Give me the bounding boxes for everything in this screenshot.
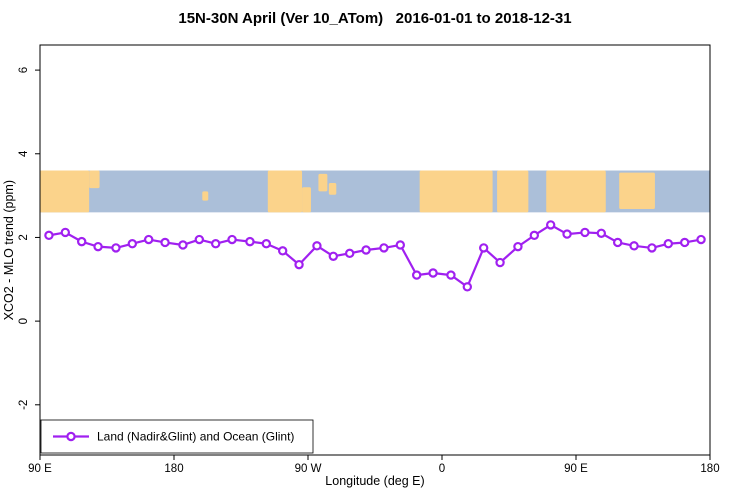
map-band-land bbox=[546, 170, 606, 213]
data-point-marker bbox=[111, 243, 121, 253]
data-point-marker bbox=[462, 282, 473, 292]
x-tick-label: 0 bbox=[439, 463, 445, 475]
x-axis-label: Longitude (deg E) bbox=[325, 474, 425, 488]
map-band-land bbox=[619, 172, 655, 209]
map-band-land bbox=[318, 173, 328, 192]
data-point-marker bbox=[294, 259, 304, 270]
data-point-marker bbox=[328, 251, 339, 261]
x-tick-label: 90 E bbox=[28, 463, 52, 475]
data-point-marker bbox=[93, 241, 103, 252]
data-point-marker bbox=[513, 241, 523, 252]
data-point-marker bbox=[44, 230, 54, 241]
data-point-marker bbox=[696, 234, 706, 245]
data-point-marker bbox=[178, 240, 188, 250]
map-band-land bbox=[302, 187, 311, 213]
data-point-marker bbox=[529, 230, 540, 241]
data-point-marker bbox=[629, 241, 639, 251]
map-band-land bbox=[497, 170, 529, 213]
y-tick-label: 2 bbox=[18, 234, 30, 240]
map-band-land bbox=[89, 170, 100, 189]
data-point-marker bbox=[411, 270, 422, 280]
data-point-marker bbox=[312, 241, 322, 251]
data-point-marker bbox=[428, 268, 438, 278]
plot-frame bbox=[39, 44, 711, 456]
data-point-marker bbox=[580, 227, 590, 238]
y-tick-label: -2 bbox=[18, 400, 30, 410]
data-point-marker bbox=[60, 227, 71, 238]
data-point-marker bbox=[647, 243, 657, 253]
legend-label: Land (Nadir&Glint) and Ocean (Glint) bbox=[97, 430, 294, 444]
data-point-marker bbox=[663, 239, 674, 249]
data-point-marker bbox=[495, 257, 505, 268]
data-point-marker bbox=[194, 234, 205, 245]
trend-line bbox=[47, 223, 703, 288]
map-band-land bbox=[328, 183, 337, 195]
data-point-marker bbox=[127, 239, 138, 249]
data-point-marker bbox=[277, 246, 288, 256]
data-point-marker bbox=[395, 240, 406, 250]
x-tick-label: 90 W bbox=[295, 463, 322, 475]
legend-marker bbox=[66, 431, 76, 442]
data-point-marker bbox=[596, 228, 607, 238]
data-point-marker bbox=[261, 239, 272, 249]
data-point-marker bbox=[344, 248, 355, 259]
x-tick-label: 180 bbox=[700, 463, 719, 475]
map-band-land bbox=[202, 191, 209, 201]
data-point-marker bbox=[210, 239, 221, 249]
data-point-marker bbox=[545, 220, 556, 230]
data-point-marker bbox=[478, 243, 489, 253]
data-point-marker bbox=[227, 234, 237, 245]
y-tick-label: 4 bbox=[18, 150, 30, 157]
data-point-marker bbox=[76, 236, 87, 247]
x-tick-label: 90 E bbox=[564, 463, 588, 475]
map-band-land bbox=[40, 170, 90, 213]
data-point-marker bbox=[379, 243, 389, 253]
data-point-marker bbox=[361, 245, 371, 255]
data-point-marker bbox=[160, 237, 170, 248]
map-band-land bbox=[267, 170, 303, 213]
x-tick-label: 180 bbox=[164, 463, 183, 475]
map-band-ocean bbox=[40, 170, 710, 213]
data-point-marker bbox=[245, 236, 255, 247]
y-tick-label: 6 bbox=[18, 67, 30, 73]
data-point-marker bbox=[446, 270, 456, 280]
data-point-marker bbox=[562, 229, 572, 239]
data-point-marker bbox=[679, 237, 690, 248]
data-point-marker bbox=[143, 234, 154, 245]
y-tick-label: 0 bbox=[18, 318, 30, 324]
chart-title: 15N-30N April (Ver 10_ATom) 2016-01-01 t… bbox=[178, 10, 572, 27]
map-band-land bbox=[419, 170, 493, 213]
data-point-marker bbox=[612, 237, 623, 248]
